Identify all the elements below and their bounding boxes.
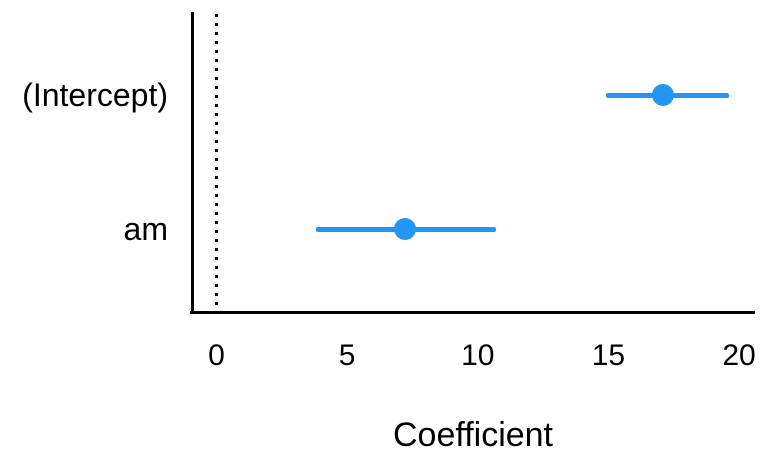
x-tick-label: 10 xyxy=(461,339,495,372)
x-axis-line xyxy=(190,311,755,314)
zero-reference-line xyxy=(215,14,218,309)
x-axis-title: Coefficient xyxy=(392,416,554,454)
category-label-intercept: (Intercept) xyxy=(22,77,168,113)
x-tick-label: 20 xyxy=(722,339,756,372)
estimate-dot xyxy=(652,84,675,106)
y-axis-line xyxy=(191,12,194,314)
category-label-am: am xyxy=(123,211,168,247)
estimate-dot xyxy=(393,218,416,240)
x-tick-label: 15 xyxy=(591,339,626,372)
x-tick-label: 0 xyxy=(208,339,225,372)
x-tick-label: 5 xyxy=(338,339,356,372)
